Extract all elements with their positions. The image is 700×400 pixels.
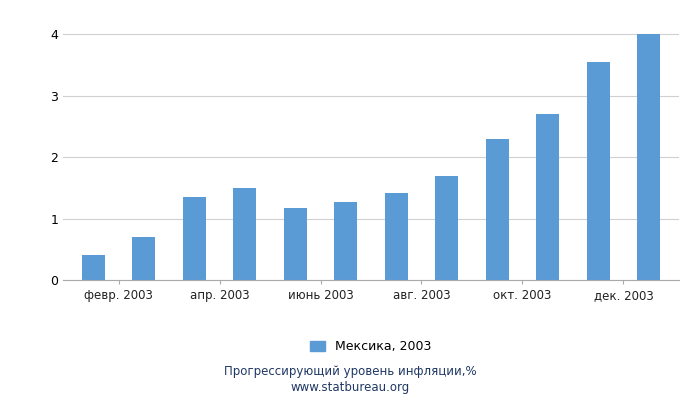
Bar bbox=[435, 176, 458, 280]
Bar bbox=[587, 62, 610, 280]
Bar bbox=[183, 197, 206, 280]
Bar bbox=[82, 256, 105, 280]
Bar bbox=[536, 114, 559, 280]
Text: www.statbureau.org: www.statbureau.org bbox=[290, 382, 410, 394]
Bar bbox=[637, 34, 660, 280]
Bar bbox=[284, 208, 307, 280]
Bar bbox=[132, 237, 155, 280]
Bar bbox=[486, 139, 509, 280]
Bar bbox=[385, 193, 407, 280]
Bar bbox=[233, 188, 256, 280]
Legend: Мексика, 2003: Мексика, 2003 bbox=[305, 335, 437, 358]
Text: Прогрессирующий уровень инфляции,%: Прогрессирующий уровень инфляции,% bbox=[224, 366, 476, 378]
Bar bbox=[335, 202, 357, 280]
